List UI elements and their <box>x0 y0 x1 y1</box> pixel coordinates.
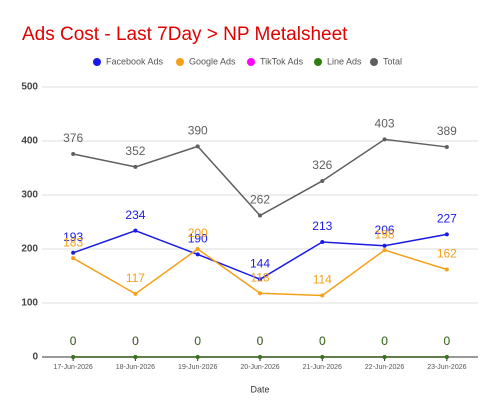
data-label: 190 <box>188 232 208 246</box>
data-point <box>444 232 449 237</box>
data-label: 0 <box>319 334 326 348</box>
data-point <box>195 247 200 251</box>
data-point <box>258 355 262 359</box>
data-point <box>382 137 387 142</box>
data-label: 0 <box>194 334 201 348</box>
data-label: 234 <box>125 208 145 222</box>
data-label: 183 <box>63 235 83 249</box>
legend-label: Facebook Ads <box>106 56 164 66</box>
data-point <box>71 151 76 156</box>
data-label: 0 <box>444 334 451 348</box>
legend-marker <box>370 58 378 66</box>
data-point <box>195 252 200 257</box>
data-label: 0 <box>444 334 451 348</box>
data-point <box>320 355 325 359</box>
data-label: 0 <box>132 334 139 348</box>
data-label: 262 <box>250 193 270 207</box>
data-label: 0 <box>381 334 388 348</box>
data-label: 0 <box>70 334 77 348</box>
legend-marker <box>93 58 101 66</box>
data-label: 326 <box>312 158 332 172</box>
data-label: 118 <box>250 270 269 284</box>
data-point <box>320 178 325 183</box>
x-tick-label: 21-Jun-2026 <box>303 364 342 371</box>
data-point <box>382 248 387 253</box>
data-point <box>195 355 200 359</box>
x-tick-label: 19-Jun-2026 <box>178 364 217 371</box>
data-label: 352 <box>125 144 145 158</box>
data-point <box>444 267 449 272</box>
data-label: 200 <box>188 226 208 240</box>
data-label: 117 <box>126 271 145 285</box>
data-label: 0 <box>194 334 201 348</box>
data-label: 0 <box>381 334 388 348</box>
x-tick-label: 22-Jun-2026 <box>365 364 404 371</box>
y-tick-label: 0 <box>32 352 38 363</box>
y-tick-label: 300 <box>21 190 38 201</box>
data-label: 144 <box>250 256 270 270</box>
legend-label: Total <box>383 56 402 66</box>
data-point <box>71 256 76 261</box>
y-tick-label: 200 <box>21 244 38 255</box>
x-tick-label: 20-Jun-2026 <box>240 364 279 371</box>
y-tick-label: 500 <box>21 82 38 93</box>
data-label: 403 <box>375 117 395 131</box>
data-label: 0 <box>132 334 139 348</box>
data-point <box>320 293 325 298</box>
data-point <box>71 250 76 255</box>
data-point <box>133 355 138 359</box>
data-label: 389 <box>437 124 457 138</box>
y-tick-label: 100 <box>21 298 38 309</box>
data-point <box>444 144 449 149</box>
data-label: 0 <box>257 334 264 348</box>
x-tick-label: 23-Jun-2026 <box>427 364 466 371</box>
data-point <box>320 239 325 244</box>
data-point <box>382 243 387 248</box>
data-label: 198 <box>375 227 395 241</box>
legend-marker <box>314 58 322 66</box>
legend-label: Google Ads <box>189 56 236 66</box>
data-label: 213 <box>312 219 332 233</box>
data-point <box>133 164 138 169</box>
chart-title: Ads Cost - Last 7Day > NP Metalsheet <box>22 24 348 45</box>
legend-label: Line Ads <box>327 56 362 66</box>
data-label: 0 <box>319 334 326 348</box>
data-label: 193 <box>63 230 83 244</box>
data-label: 206 <box>375 223 395 237</box>
x-tick-label: 18-Jun-2026 <box>116 364 155 371</box>
data-point <box>195 144 200 149</box>
data-point <box>133 228 138 233</box>
x-axis-title: Date <box>250 384 269 394</box>
data-point <box>133 291 138 296</box>
data-point <box>382 355 387 359</box>
legend-marker <box>176 58 184 66</box>
y-tick-label: 400 <box>21 136 38 147</box>
legend-label: TikTok Ads <box>260 56 304 66</box>
data-point <box>258 213 262 218</box>
data-point <box>258 277 262 282</box>
data-point <box>444 355 449 359</box>
data-label: 376 <box>63 131 83 145</box>
legend-marker <box>247 58 255 66</box>
x-tick-label: 17-Jun-2026 <box>53 364 92 371</box>
data-point <box>71 355 76 359</box>
data-label: 390 <box>188 124 208 138</box>
data-label: 227 <box>437 212 457 226</box>
data-label: 0 <box>257 334 264 348</box>
data-point <box>258 291 262 296</box>
data-label: 162 <box>437 247 457 261</box>
data-label: 0 <box>70 334 77 348</box>
data-label: 114 <box>313 273 332 287</box>
